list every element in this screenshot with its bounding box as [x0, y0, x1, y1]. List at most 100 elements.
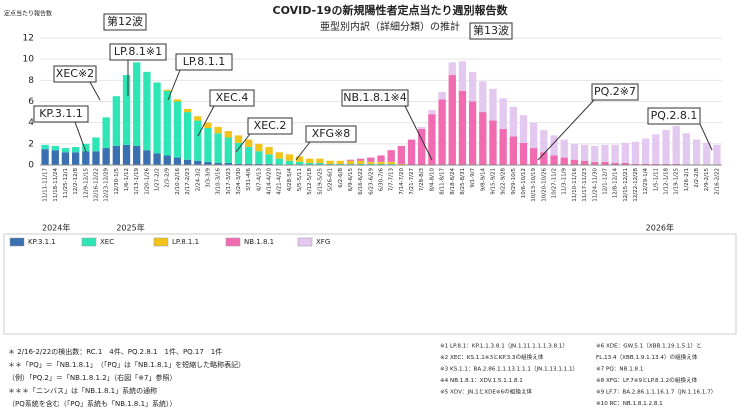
arrow	[74, 121, 87, 153]
y-tick-label: 8	[28, 76, 34, 86]
bar-segment	[92, 151, 100, 165]
bar-segment	[41, 149, 49, 165]
y-tick-label: 6	[28, 97, 34, 107]
bar-segment	[468, 101, 477, 165]
bar-segment	[122, 75, 131, 145]
x-tick-label: 11/18-11/24	[53, 168, 59, 202]
bar-segment	[631, 141, 640, 164]
bar-segment	[540, 152, 548, 165]
bar-segment	[336, 163, 344, 165]
y-tick-label: 12	[23, 34, 34, 44]
x-tick-label: 2/3-2/9	[165, 168, 171, 188]
bar-segment	[509, 136, 517, 165]
bar-segment	[519, 115, 528, 143]
bar-segment	[194, 160, 202, 165]
bar-segment	[92, 137, 100, 152]
bar-segment	[387, 161, 395, 164]
bar-segment	[153, 82, 161, 154]
arrow	[167, 69, 181, 101]
annotations: 第12波 第13波 KP.3.1.1 XEC※2 LP.8.1※1 LP.8.1…	[33, 13, 713, 161]
bar-segment	[479, 81, 487, 113]
x-tick-label: 11/17-11/23	[582, 168, 588, 202]
bar-segment	[82, 143, 90, 152]
bar-segment	[133, 145, 141, 165]
y-tick-label: 10	[23, 55, 35, 65]
bar-segment	[519, 142, 528, 165]
variant-label: LP.8.1.1	[183, 55, 226, 68]
y-tick-label: 0	[28, 161, 34, 171]
bar-segment	[570, 159, 579, 165]
bar-segment	[336, 160, 344, 164]
y-axis-label: 定点当たり報告数	[4, 10, 52, 18]
bar-segment	[326, 160, 334, 164]
bar-segment	[173, 101, 182, 158]
bar-segment	[601, 144, 609, 162]
arrow	[699, 123, 713, 151]
arrow	[404, 105, 433, 161]
x-tick-label: 12/8-12/14	[613, 168, 619, 199]
footnote: ※8 XFG：LF.7※9とLP.8.1.2の組換え体	[596, 376, 698, 384]
bar-segment	[183, 108, 192, 113]
bar-segment	[102, 117, 110, 149]
bar-segment	[397, 145, 406, 164]
bar-segment	[61, 152, 70, 165]
bar-segment	[458, 90, 467, 165]
chart-subtitle: 亜型別内訳（詳細分類）の推計	[320, 20, 460, 33]
x-tick-label: 3/10-3/16	[216, 168, 222, 195]
x-tick-label: 10/6-10/12	[521, 168, 527, 198]
bar-segment	[611, 162, 619, 165]
x-tick-label: 2/9-2/15	[704, 167, 710, 191]
x-tick-label: 9/22-9/28	[501, 168, 507, 195]
x-tick-label: 7/14-7/20	[399, 168, 405, 195]
bar-segment	[153, 153, 161, 165]
bar-segment	[194, 120, 202, 161]
bar-segment	[591, 161, 599, 165]
x-tick-label: 8/11-8/17	[440, 168, 446, 195]
bar-segment	[356, 163, 365, 165]
bar-segment	[570, 143, 579, 160]
footnote: FL.13.4（XBB.1.9.1.13.4）の組換え体	[596, 353, 698, 361]
bar-segment	[163, 90, 171, 156]
arrow	[235, 133, 251, 153]
bar-segment	[346, 163, 355, 165]
bar-segment	[652, 134, 660, 164]
bar-segment	[234, 135, 243, 143]
callout-box	[305, 125, 357, 143]
bar-segment	[550, 135, 558, 156]
bar-segment	[672, 125, 680, 164]
bar-segment	[102, 148, 110, 165]
bar-segment	[530, 122, 538, 149]
bar-segment	[295, 161, 304, 165]
y-tick-label: 4	[28, 118, 34, 128]
callout-box	[469, 22, 513, 40]
bar-segment	[265, 163, 273, 165]
x-tick-label: 4/21-4/27	[277, 168, 283, 195]
bar-segment	[499, 129, 507, 165]
bar-segment	[448, 75, 456, 165]
bar-segment	[662, 163, 670, 165]
bar-segment	[550, 155, 558, 165]
bar-segment	[122, 144, 131, 165]
bar-segment	[245, 163, 253, 165]
x-tick-label: 5/5-5/11	[297, 168, 303, 191]
variant-label: NB.1.8.1※4	[343, 91, 406, 104]
bar-segment	[214, 126, 222, 134]
x-tick-label: 7/21-7/27	[409, 168, 415, 195]
bar-segment	[428, 109, 436, 115]
x-tick-label: 10/27-11/2	[552, 168, 558, 198]
bar-segment	[530, 148, 538, 165]
variant-label: PQ.2※7	[594, 85, 636, 98]
bar-segment	[468, 71, 477, 102]
x-tick-label: 10/13-10/19	[531, 168, 537, 202]
bar-segment	[407, 139, 416, 165]
callout-box	[341, 89, 409, 107]
bar-segment	[112, 96, 121, 146]
x-tick-label: 1/20-1/26	[144, 168, 150, 195]
x-tick-label: 1/5-1/11	[653, 168, 659, 191]
bar-segment	[479, 112, 487, 165]
x-tick-label: 11/10-11/16	[572, 168, 578, 202]
bar-segment	[418, 129, 426, 165]
x-tick-label: 2/10-2/16	[175, 168, 181, 195]
